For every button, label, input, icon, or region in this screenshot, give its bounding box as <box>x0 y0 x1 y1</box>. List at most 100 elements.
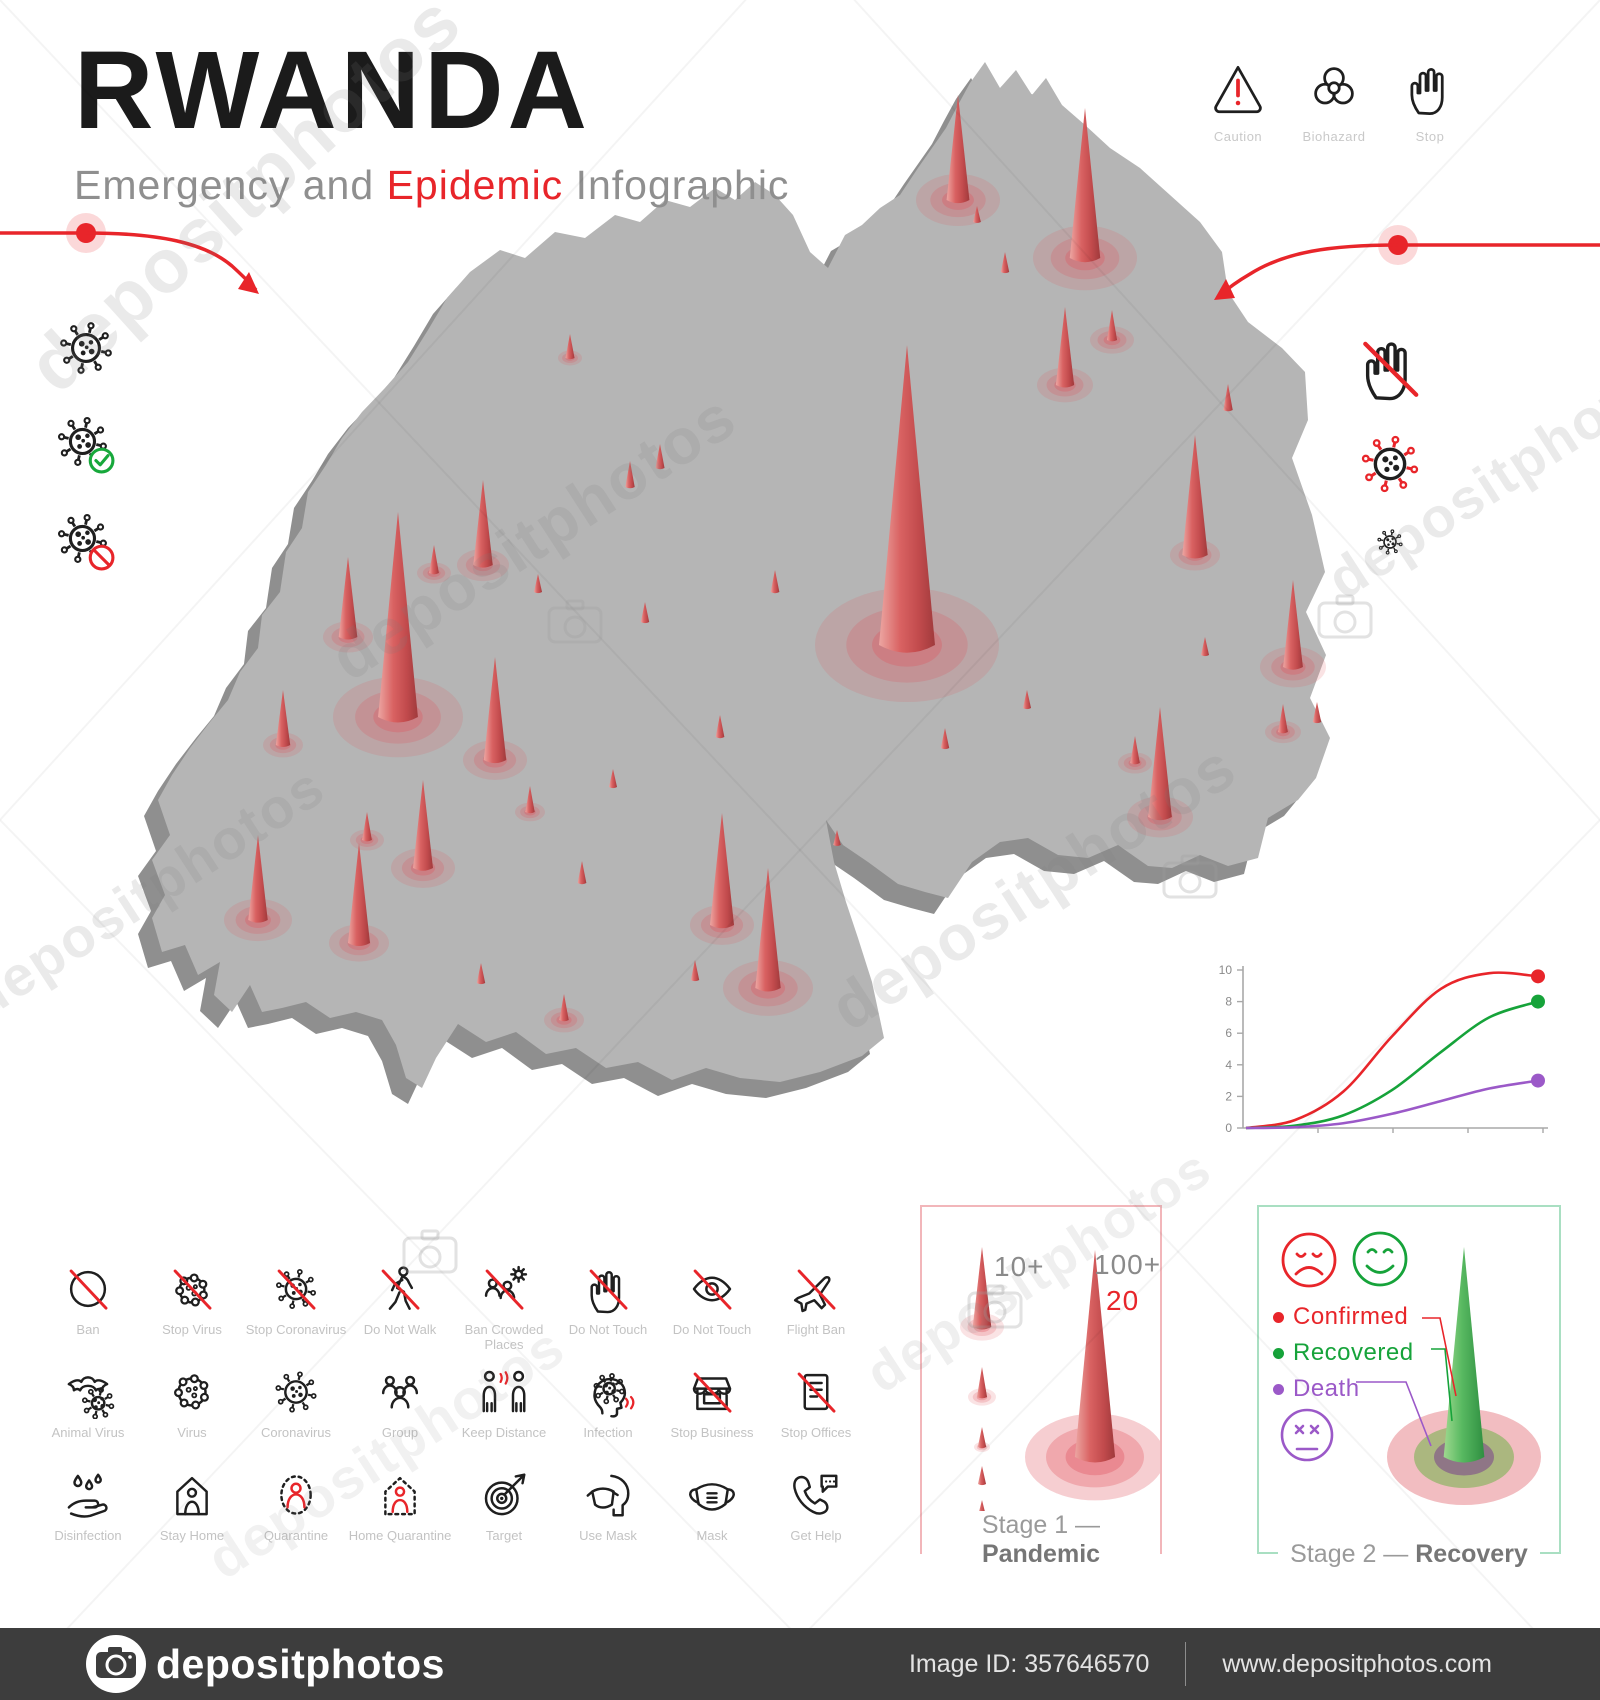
page-subtitle: Emergency and Epidemic Infographic <box>74 162 790 208</box>
home-quarantine-icon <box>384 1476 416 1516</box>
stop-virus-icon <box>173 1269 212 1310</box>
camera-logo-icon <box>86 1635 146 1693</box>
legend-label: Death <box>1293 1375 1360 1402</box>
stop-business-icon <box>692 1372 732 1413</box>
grid-item-label: Coronavirus <box>260 1425 332 1440</box>
grid-item-label: Infection <box>583 1425 633 1440</box>
dead-face-icon <box>1280 1408 1334 1462</box>
svg-text:2: 2 <box>1225 1089 1232 1103</box>
grid-item-do-not-walk: Do Not Walk <box>348 1262 452 1365</box>
grid-item-label: Keep Distance <box>461 1425 547 1440</box>
grid-item-target: Target <box>452 1468 556 1571</box>
infection-icon <box>593 1373 635 1418</box>
ban-icon <box>69 1269 108 1310</box>
legend-10plus: 10+ <box>994 1251 1045 1282</box>
animal-virus-icon <box>67 1376 115 1420</box>
biohazard-label: Biohazard <box>1302 129 1366 144</box>
legend-item-recovered: Recovered <box>1273 1339 1414 1367</box>
grid-item-disinfection: Disinfection <box>36 1468 140 1571</box>
grid-item-label: Target <box>485 1528 523 1543</box>
caution-item: Caution <box>1194 58 1282 144</box>
stage2-graphics <box>1280 1231 1541 1505</box>
grid-item-label: Mask <box>696 1528 728 1543</box>
get-help-icon <box>793 1474 838 1515</box>
biohazard-item: Biohazard <box>1290 58 1378 144</box>
stage1-label: Stage 1 — Pandemic <box>922 1511 1160 1569</box>
grid-item-label: Use Mask <box>579 1528 637 1543</box>
legend-20: 20 <box>1106 1285 1140 1316</box>
grid-item-home-quarantine: Home Quarantine <box>348 1468 452 1571</box>
grid-item-animal-virus: Animal Virus <box>36 1365 140 1468</box>
grid-item-stay-home: Stay Home <box>140 1468 244 1571</box>
grid-item-keep-distance: Keep Distance <box>452 1365 556 1468</box>
grid-item-label: Flight Ban <box>786 1322 846 1337</box>
grid-item-label: Animal Virus <box>51 1425 125 1440</box>
legend-dot <box>1273 1347 1284 1359</box>
coronavirus-icon <box>52 314 120 387</box>
grid-item-stop-business: Stop Business <box>660 1365 764 1468</box>
prevention-icons <box>1350 330 1430 565</box>
flight-ban-icon <box>793 1269 836 1313</box>
recovery-legend: Confirmed Recovered Death <box>1273 1303 1414 1411</box>
use-mask-icon <box>586 1474 630 1517</box>
caution-label: Caution <box>1213 129 1263 144</box>
virus-alert-icon <box>1353 427 1427 506</box>
epidemic-spikes <box>224 95 1326 1033</box>
virus-status-icons <box>52 314 120 581</box>
stop-offices-icon <box>797 1372 836 1413</box>
stage2-recovery-panel: Confirmed Recovered Death Stage 2 — Recove… <box>1257 1205 1561 1569</box>
warning-icon-set: Caution Biohazard Stop <box>1194 58 1474 144</box>
legend-dot <box>1273 1383 1284 1395</box>
mask-icon <box>689 1483 735 1511</box>
grid-item-label: Quarantine <box>263 1528 329 1543</box>
ban-crowded-icon <box>484 1265 528 1310</box>
epidemic-icon-grid: Ban Stop Virus Stop Coronavirus Do Not W… <box>36 1262 868 1571</box>
legend-100plus: 100+ <box>1094 1249 1162 1280</box>
grid-item-stop-offices: Stop Offices <box>764 1365 868 1468</box>
legend-item-confirmed: Confirmed <box>1273 1303 1414 1331</box>
grid-item-label: Ban Crowded Places <box>464 1322 544 1352</box>
group-icon <box>381 1375 419 1409</box>
grid-item-ban: Ban <box>36 1262 140 1365</box>
logo-text: depositphotos <box>156 1640 445 1687</box>
biohazard-icon <box>1304 67 1364 122</box>
grid-item-do-not-touch-eye: Do Not Touch <box>660 1262 764 1365</box>
map-outline <box>138 62 1330 1104</box>
stop-coronavirus-icon <box>276 1269 316 1310</box>
grid-item-quarantine: Quarantine <box>244 1468 348 1571</box>
grid-item-coronavirus: Coronavirus <box>244 1365 348 1468</box>
grid-item-do-not-touch-hand: Do Not Touch <box>556 1262 660 1365</box>
page-title: RWANDA <box>74 29 591 152</box>
grid-item-label: Virus <box>177 1425 207 1440</box>
coronavirus-icon <box>275 1371 317 1413</box>
legend-label: Recovered <box>1293 1339 1414 1366</box>
grid-item-ban-crowded: Ban Crowded Places <box>452 1262 556 1365</box>
grid-item-virus: Virus <box>140 1365 244 1468</box>
target-icon <box>484 1473 526 1516</box>
epidemic-curve-chart: 0 2 4 6 8 10 <box>1219 963 1548 1135</box>
do-not-touch-hand-icon <box>589 1269 628 1314</box>
legend-item-death: Death <box>1273 1375 1414 1403</box>
grid-item-label: Stop Business <box>670 1425 754 1440</box>
grid-item-label: Get Help <box>790 1528 842 1543</box>
grid-item-label: Home Quarantine <box>348 1528 452 1543</box>
legend-label: Confirmed <box>1293 1303 1409 1330</box>
stock-footer-bar: depositphotos Image ID: 357646570 www.de… <box>0 1628 1600 1700</box>
do-not-walk-icon <box>381 1266 420 1310</box>
virus-icon <box>174 1374 209 1410</box>
stage2-label: Stage 2 — Recovery <box>1259 1540 1559 1569</box>
subtitle-highlight: Epidemic <box>386 162 564 208</box>
stay-home-icon <box>176 1476 208 1516</box>
svg-text:6: 6 <box>1225 1026 1232 1040</box>
stop-label: Stop <box>1415 129 1445 144</box>
svg-text:8: 8 <box>1225 995 1232 1009</box>
grid-item-label: Do Not Walk <box>363 1322 437 1337</box>
grid-item-label: Do Not Touch <box>568 1322 648 1337</box>
legend-leader-lines <box>1356 1317 1457 1447</box>
grid-item-flight-ban: Flight Ban <box>764 1262 868 1365</box>
caution-icon <box>1208 66 1268 122</box>
svg-text:4: 4 <box>1225 1058 1232 1072</box>
depositphotos-logo: depositphotos <box>84 1633 445 1695</box>
